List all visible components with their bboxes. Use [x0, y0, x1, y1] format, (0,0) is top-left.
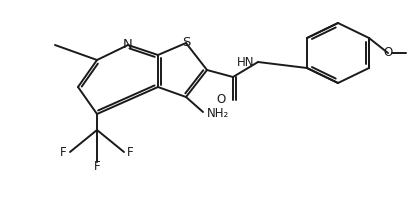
Text: S: S [181, 36, 190, 48]
Text: F: F [60, 145, 67, 159]
Text: F: F [127, 145, 133, 159]
Text: NH₂: NH₂ [206, 107, 229, 121]
Text: F: F [93, 160, 100, 173]
Text: O: O [382, 46, 392, 60]
Text: N: N [123, 38, 133, 50]
Text: O: O [216, 94, 225, 106]
Text: HN: HN [236, 56, 254, 68]
